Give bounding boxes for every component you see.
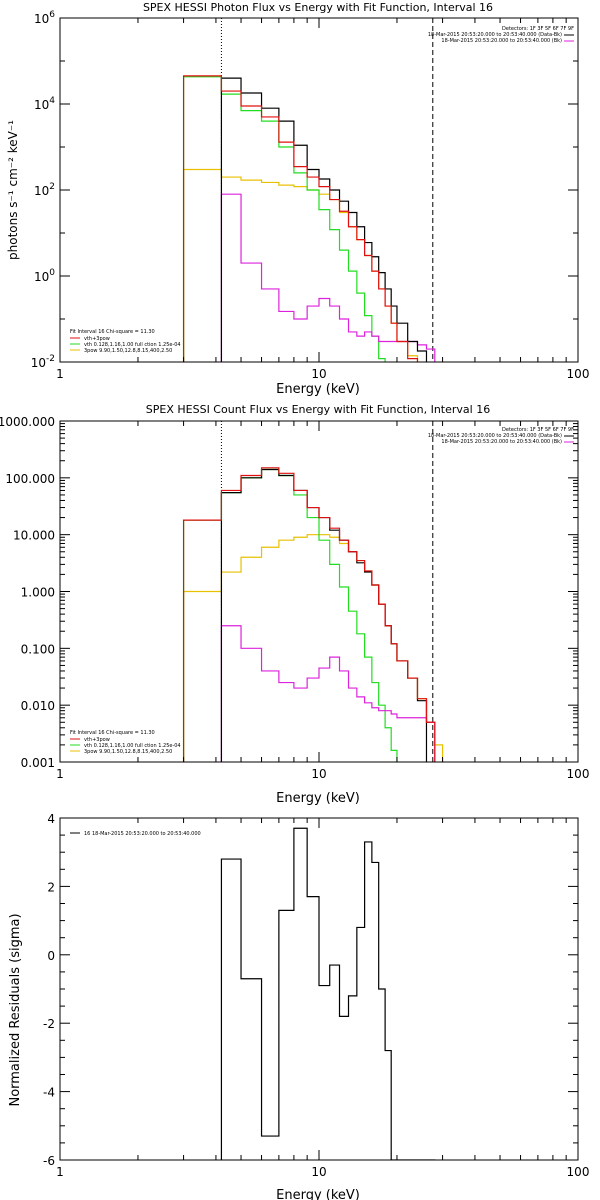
x-tick-label: 1 bbox=[56, 367, 64, 381]
plot-area bbox=[220, 827, 436, 1160]
y-tick-label: 100.000 bbox=[5, 472, 55, 486]
series-magenta-line bbox=[220, 193, 436, 362]
series-yellow-line bbox=[182, 534, 444, 762]
series-black-line bbox=[220, 468, 428, 762]
residuals-xlabel: Energy (keV) bbox=[276, 1188, 360, 1200]
y-tick-label: 106 bbox=[34, 10, 55, 26]
photon-legend-detectors: Detectors: 1F 3F 5F 6F 7F 9F bbox=[502, 26, 574, 32]
photon-legend-3pow: 3pow 9.90,1.50,12.8,8.15,400,2.50 bbox=[84, 348, 172, 354]
count-legend-databk: 18-Mar-2015 20:53:20.000 to 20:53:40.000… bbox=[428, 433, 562, 439]
y-tick-label: 1000.000 bbox=[0, 415, 55, 429]
count-flux-legend-top: Detectors: 1F 3F 5F 6F 7F 9F 18-Mar-2015… bbox=[428, 427, 574, 445]
y-tick-label: 100 bbox=[34, 268, 55, 284]
x-tick-label: 10 bbox=[311, 367, 326, 381]
x-tick-label: 1 bbox=[56, 767, 64, 781]
count-flux-panel: SPEX HESSI Count Flux vs Energy with Fit… bbox=[0, 403, 589, 806]
y-tick-label: 0.001 bbox=[21, 756, 55, 770]
photon-flux-panel: SPEX HESSI Photon Flux vs Energy with Fi… bbox=[6, 1, 589, 397]
photon-legend-databk: 18-Mar-2015 20:53:20.000 to 20:53:40.000… bbox=[428, 32, 562, 38]
photon-legend-bk: 18-Mar-2015 20:53:20.000 to 20:53:40.000… bbox=[441, 38, 562, 44]
y-tick-label: 2 bbox=[47, 880, 55, 894]
photon-legend-vth: vth 0.128,1.16,1.00 full ction 1.25e-04 bbox=[84, 342, 181, 348]
series-black-line bbox=[220, 827, 436, 1160]
photon-legend-fit: Fit Interval 16 Chi-square = 11.30 bbox=[70, 329, 155, 335]
x-tick-label: 100 bbox=[567, 767, 590, 781]
y-tick-label: 0 bbox=[47, 949, 55, 963]
y-tick-label: -2 bbox=[43, 1017, 55, 1031]
series-red-line bbox=[182, 75, 419, 362]
count-legend-vth3pow: vth+3pow bbox=[84, 737, 110, 743]
y-tick-label: 10.000 bbox=[13, 529, 55, 543]
photon-flux-title: SPEX HESSI Photon Flux vs Energy with Fi… bbox=[143, 1, 493, 14]
count-flux-xlabel: Energy (keV) bbox=[276, 791, 360, 806]
series-black-line bbox=[220, 77, 428, 362]
plot-area bbox=[182, 18, 436, 362]
y-tick-label: 102 bbox=[34, 182, 55, 198]
count-legend-bk: 18-Mar-2015 20:53:20.000 to 20:53:40.000… bbox=[441, 439, 562, 445]
y-tick-label: 4 bbox=[47, 812, 55, 826]
series-green-line bbox=[182, 468, 398, 762]
x-tick-label: 10 bbox=[311, 767, 326, 781]
count-legend-vth: vth 0.128,1.16,1.00 full ction 1.25e-04 bbox=[84, 743, 181, 749]
count-legend-detectors: Detectors: 1F 3F 5F 6F 7F 9F bbox=[502, 427, 574, 433]
photon-flux-xlabel: Energy (keV) bbox=[276, 382, 360, 397]
x-tick-label: 100 bbox=[567, 1165, 590, 1179]
y-tick-label: -6 bbox=[43, 1154, 55, 1168]
plot-frame bbox=[59, 817, 579, 1161]
count-flux-title: SPEX HESSI Count Flux vs Energy with Fit… bbox=[146, 403, 490, 416]
x-tick-label: 100 bbox=[567, 367, 590, 381]
y-tick-label: 1.000 bbox=[21, 586, 55, 600]
series-red-line bbox=[182, 467, 436, 762]
photon-flux-ylabel: photons s⁻¹ cm⁻² keV⁻¹ bbox=[6, 120, 20, 260]
photon-flux-legend-top: Detectors: 1F 3F 5F 6F 7F 9F 18-Mar-2015… bbox=[428, 26, 574, 44]
count-legend-fit: Fit Interval 16 Chi-square = 11.30 bbox=[70, 730, 155, 736]
y-tick-label: 0.100 bbox=[21, 642, 55, 656]
series-magenta-line bbox=[220, 625, 436, 762]
residuals-legend: 16 18-Mar-2015 20:53:20.000 to 20:53:40.… bbox=[84, 831, 201, 837]
residuals-ylabel: Normalized Residuals (sigma) bbox=[8, 913, 23, 1106]
y-tick-label: 104 bbox=[34, 96, 55, 112]
x-tick-label: 10 bbox=[311, 1165, 326, 1179]
plot-frame bbox=[59, 420, 579, 763]
plot-area bbox=[182, 421, 444, 762]
y-tick-label: 0.010 bbox=[21, 699, 55, 713]
photon-flux-legend-bottom: Fit Interval 16 Chi-square = 11.30 vth+3… bbox=[70, 329, 181, 354]
count-flux-legend-bottom: Fit Interval 16 Chi-square = 11.30 vth+3… bbox=[70, 730, 181, 755]
photon-legend-vth3pow: vth+3pow bbox=[84, 336, 110, 342]
x-tick-label: 1 bbox=[56, 1165, 64, 1179]
y-tick-label: -4 bbox=[43, 1086, 55, 1100]
count-legend-3pow: 3pow 9.90,1.50,12.8,8.15,400,2.50 bbox=[84, 749, 172, 755]
y-tick-label: 10-2 bbox=[31, 354, 55, 370]
residuals-panel: Energy (keV) Normalized Residuals (sigma… bbox=[8, 812, 589, 1200]
